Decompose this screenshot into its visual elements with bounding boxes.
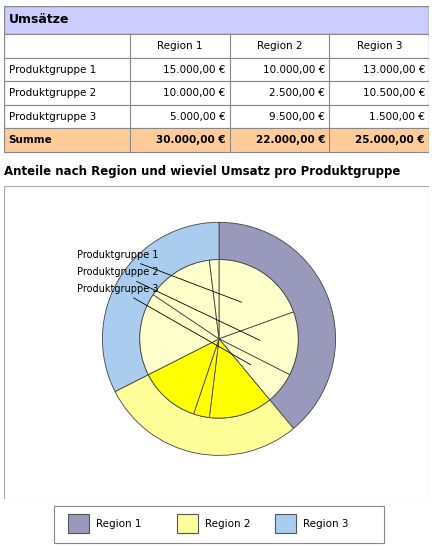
Bar	[4, 128, 429, 152]
Text: 22.000,00 €: 22.000,00 €	[255, 135, 325, 145]
Wedge shape	[115, 375, 293, 456]
Text: 9.500,00 €: 9.500,00 €	[269, 111, 325, 122]
Text: Region 2: Region 2	[257, 41, 302, 51]
Text: 30.000,00 €: 30.000,00 €	[155, 135, 225, 145]
Bar	[68, 515, 89, 533]
Text: 1.500,00 €: 1.500,00 €	[369, 111, 425, 122]
Wedge shape	[209, 260, 219, 339]
Text: Produktgruppe 2: Produktgruppe 2	[9, 88, 96, 98]
Text: 2.500,00 €: 2.500,00 €	[269, 88, 325, 98]
Text: 15.000,00 €: 15.000,00 €	[163, 64, 225, 74]
Bar	[4, 105, 429, 128]
Bar	[4, 34, 429, 58]
Wedge shape	[148, 339, 219, 414]
Bar	[177, 515, 198, 533]
Text: Produktgruppe 3: Produktgruppe 3	[9, 111, 96, 122]
Wedge shape	[219, 312, 298, 375]
Text: Umsätze: Umsätze	[9, 13, 69, 26]
Text: Region 3: Region 3	[357, 41, 402, 51]
Wedge shape	[153, 260, 219, 339]
Text: Produktgruppe 1: Produktgruppe 1	[77, 250, 241, 302]
Wedge shape	[209, 339, 270, 418]
Text: Region 1: Region 1	[157, 41, 202, 51]
Bar	[275, 515, 296, 533]
Wedge shape	[140, 295, 219, 375]
Bar	[4, 6, 429, 34]
Wedge shape	[219, 222, 336, 429]
Wedge shape	[194, 339, 219, 418]
Wedge shape	[102, 222, 219, 392]
Text: Produktgruppe 2: Produktgruppe 2	[77, 267, 260, 341]
Text: Region 2: Region 2	[205, 519, 251, 529]
Text: 13.000,00 €: 13.000,00 €	[363, 64, 425, 74]
Wedge shape	[219, 339, 290, 400]
Text: 10.500,00 €: 10.500,00 €	[363, 88, 425, 98]
Text: Produktgruppe 3: Produktgruppe 3	[77, 284, 251, 365]
Text: 25.000,00 €: 25.000,00 €	[355, 135, 425, 145]
Wedge shape	[219, 260, 293, 339]
Bar	[4, 58, 429, 82]
Text: Summe: Summe	[9, 135, 53, 145]
Text: 10.000,00 €: 10.000,00 €	[263, 64, 325, 74]
Bar	[4, 81, 429, 105]
Text: Region 1: Region 1	[96, 519, 142, 529]
Text: Region 3: Region 3	[303, 519, 349, 529]
Text: Produktgruppe 1: Produktgruppe 1	[9, 64, 96, 74]
Text: 5.000,00 €: 5.000,00 €	[170, 111, 225, 122]
Text: 10.000,00 €: 10.000,00 €	[163, 88, 225, 98]
Text: Anteile nach Region und wieviel Umsatz pro Produktgruppe: Anteile nach Region und wieviel Umsatz p…	[4, 165, 401, 178]
